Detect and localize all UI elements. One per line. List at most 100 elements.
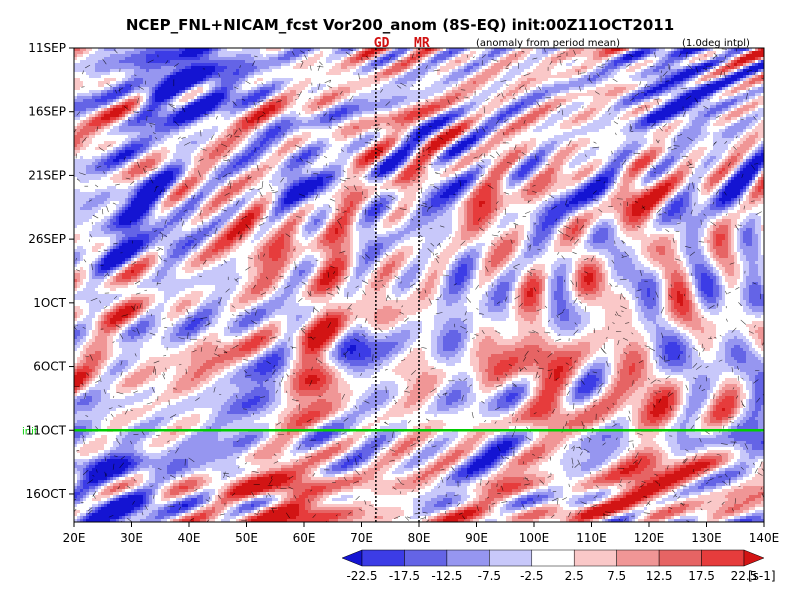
field-cell	[359, 84, 362, 87]
field-cell	[227, 87, 230, 90]
field-cell	[218, 60, 221, 63]
field-cell	[557, 117, 560, 120]
field-cell	[293, 66, 296, 69]
field-cell	[566, 111, 569, 114]
field-cell	[755, 102, 758, 105]
field-cell	[422, 108, 425, 111]
field-cell	[95, 114, 98, 117]
field-cell	[725, 81, 728, 84]
field-cell	[356, 54, 359, 57]
field-cell	[446, 114, 449, 117]
field-cell	[731, 96, 734, 99]
field-cell	[191, 108, 194, 111]
field-cell	[167, 75, 170, 78]
field-cell	[230, 102, 233, 105]
field-cell	[281, 105, 284, 108]
field-cell	[533, 81, 536, 84]
field-cell	[740, 63, 743, 66]
field-cell	[380, 102, 383, 105]
field-cell	[347, 117, 350, 120]
field-cell	[287, 57, 290, 60]
field-cell	[359, 72, 362, 75]
field-cell	[707, 87, 710, 90]
field-cell	[512, 57, 515, 60]
field-cell	[167, 51, 170, 54]
field-cell	[518, 90, 521, 93]
field-cell	[710, 87, 713, 90]
field-cell	[284, 114, 287, 117]
field-cell	[425, 93, 428, 96]
field-cell	[86, 108, 89, 111]
field-cell	[443, 99, 446, 102]
field-cell	[191, 114, 194, 117]
field-cell	[167, 96, 170, 99]
field-cell	[602, 114, 605, 117]
field-cell	[164, 75, 167, 78]
field-cell	[569, 84, 572, 87]
field-cell	[350, 111, 353, 114]
field-cell	[683, 102, 686, 105]
field-cell	[479, 57, 482, 60]
field-cell	[746, 66, 749, 69]
field-cell	[341, 120, 344, 123]
field-cell	[716, 87, 719, 90]
field-cell	[515, 90, 518, 93]
field-cell	[662, 78, 665, 81]
field-cell	[557, 57, 560, 60]
field-cell	[638, 51, 641, 54]
field-cell	[242, 51, 245, 54]
field-cell	[341, 69, 344, 72]
field-cell	[446, 69, 449, 72]
field-cell	[401, 75, 404, 78]
field-cell	[215, 69, 218, 72]
field-cell	[413, 75, 416, 78]
field-cell	[503, 99, 506, 102]
field-cell	[683, 99, 686, 102]
field-cell	[353, 60, 356, 63]
field-cell	[314, 87, 317, 90]
field-cell	[662, 114, 665, 117]
field-cell	[692, 90, 695, 93]
field-cell	[641, 75, 644, 78]
field-cell	[167, 111, 170, 114]
field-cell	[320, 54, 323, 57]
field-cell	[581, 93, 584, 96]
field-cell	[392, 78, 395, 81]
field-cell	[614, 72, 617, 75]
field-cell	[272, 108, 275, 111]
field-cell	[308, 81, 311, 84]
field-cell	[656, 108, 659, 111]
field-cell	[413, 93, 416, 96]
field-cell	[653, 90, 656, 93]
field-cell	[83, 105, 86, 108]
field-cell	[380, 99, 383, 102]
field-cell	[722, 51, 725, 54]
field-cell	[734, 108, 737, 111]
field-cell	[335, 72, 338, 75]
field-cell	[221, 81, 224, 84]
field-cell	[398, 60, 401, 63]
field-cell	[89, 90, 92, 93]
field-cell	[212, 111, 215, 114]
field-cell	[338, 57, 341, 60]
field-cell	[656, 93, 659, 96]
field-cell	[632, 90, 635, 93]
field-cell	[743, 72, 746, 75]
field-cell	[185, 99, 188, 102]
field-cell	[323, 99, 326, 102]
field-cell	[605, 87, 608, 90]
field-cell	[371, 105, 374, 108]
field-cell	[266, 105, 269, 108]
field-cell	[83, 63, 86, 66]
field-cell	[623, 84, 626, 87]
field-cell	[320, 111, 323, 114]
field-cell	[125, 69, 128, 72]
field-cell	[251, 54, 254, 57]
field-cell	[692, 93, 695, 96]
field-cell	[368, 120, 371, 123]
field-cell	[734, 54, 737, 57]
field-cell	[311, 117, 314, 120]
field-cell	[179, 57, 182, 60]
field-cell	[335, 117, 338, 120]
field-cell	[389, 96, 392, 99]
